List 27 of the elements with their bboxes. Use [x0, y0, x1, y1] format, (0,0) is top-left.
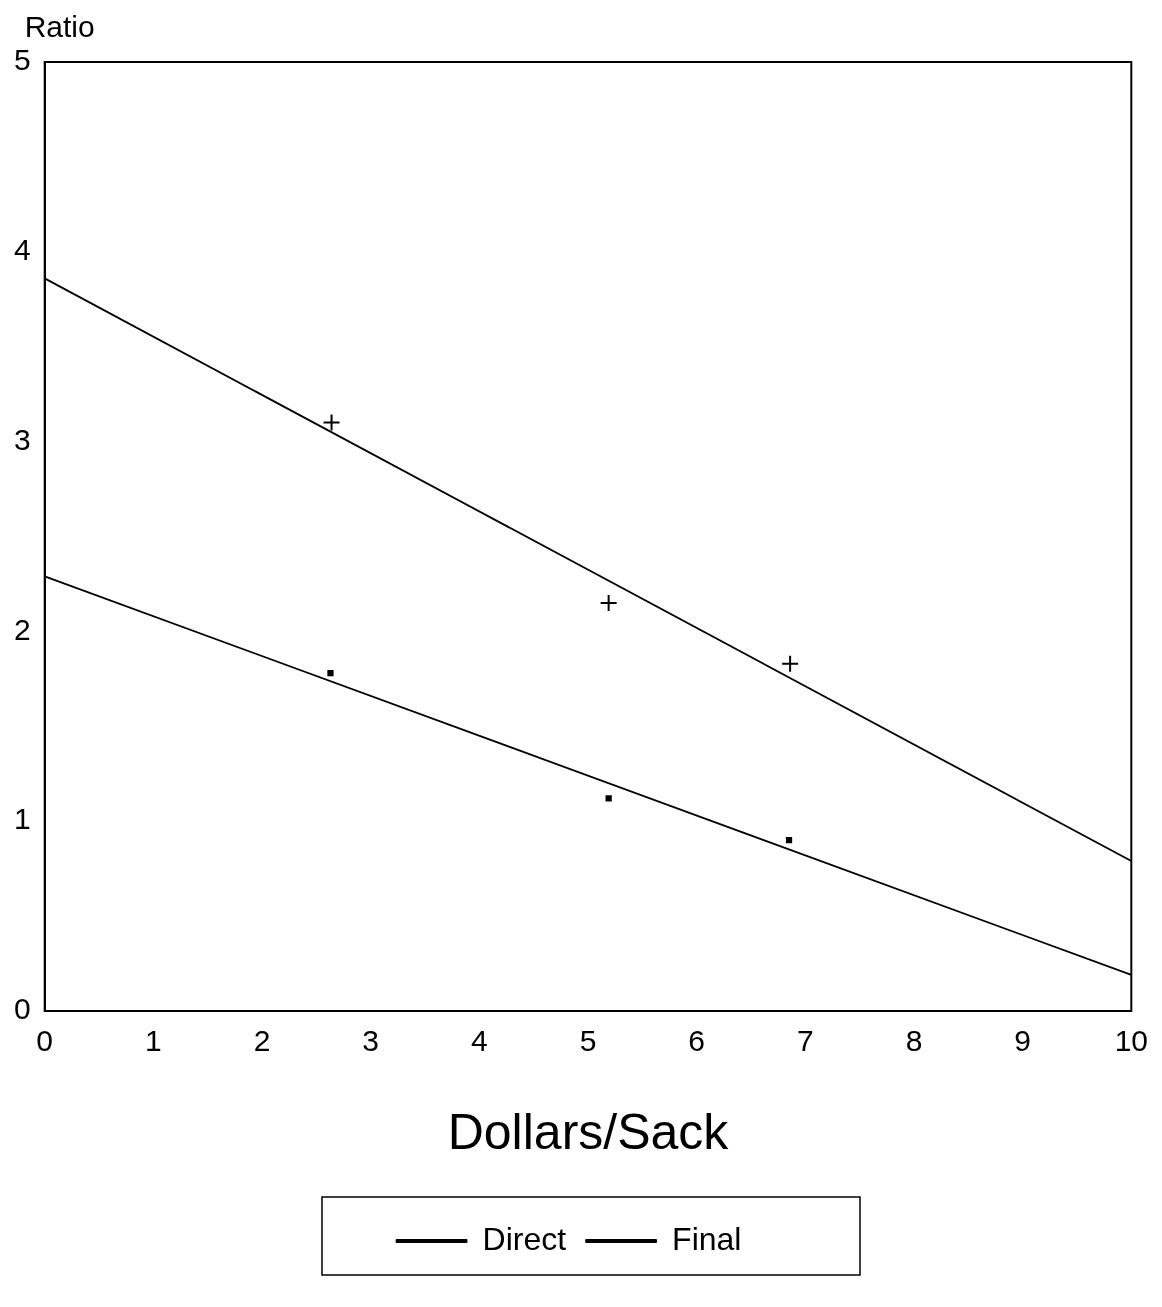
- point: [599, 593, 618, 612]
- x-tick-label: 2: [253, 1024, 271, 1058]
- y-tick-label: 1: [14, 802, 31, 836]
- x-tick-label: 6: [688, 1024, 706, 1058]
- legend-label: Direct: [482, 1220, 567, 1257]
- y-tick-label: 5: [14, 43, 31, 77]
- x-tick-label: 5: [579, 1024, 597, 1058]
- x-axis-title: Dollars/Sack: [447, 1103, 730, 1160]
- y-axis-title: Ratio: [24, 10, 95, 44]
- y-tick-label: 4: [14, 233, 31, 267]
- point: [327, 670, 334, 677]
- x-tick-label: 3: [362, 1024, 380, 1058]
- y-tick-label: 3: [14, 422, 31, 456]
- y-tick-label: 0: [14, 992, 31, 1026]
- point: [605, 795, 612, 802]
- point: [322, 413, 341, 432]
- point: [785, 837, 793, 844]
- y-tick-label: 2: [14, 612, 31, 646]
- x-tick-label: 8: [905, 1024, 923, 1058]
- x-tick-label: 7: [796, 1024, 814, 1058]
- point: [781, 654, 800, 673]
- x-tick-label: 0: [36, 1024, 54, 1058]
- x-tick-label: 10: [1114, 1024, 1148, 1058]
- x-tick-label: 9: [1014, 1024, 1031, 1058]
- x-tick-label: 4: [470, 1024, 488, 1058]
- legend-label: Final: [672, 1220, 742, 1257]
- x-tick-label: 1: [145, 1024, 162, 1058]
